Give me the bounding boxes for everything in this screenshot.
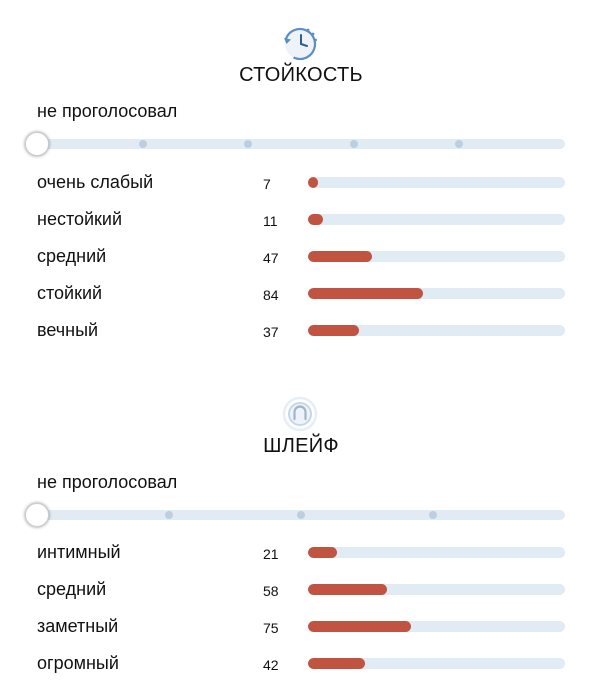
rating-label: стойкий: [37, 283, 103, 303]
rating-count: 84: [263, 287, 279, 303]
rating-label: нестойкий: [37, 209, 123, 229]
rating-row: средний 58: [0, 577, 602, 601]
rating-label: средний: [37, 246, 107, 266]
rating-count: 42: [263, 657, 279, 673]
clock-history-icon: [280, 24, 320, 64]
rating-label: очень слабый: [37, 172, 154, 192]
rating-label: вечный: [37, 320, 99, 340]
rating-bar-fill: [308, 288, 423, 299]
rating-bar: [308, 584, 565, 595]
slider-track[interactable]: [37, 139, 565, 149]
slider-step[interactable]: [349, 140, 358, 148]
rating-bar: [308, 621, 565, 632]
rating-bar: [308, 547, 565, 558]
rating-bar-fill: [308, 251, 373, 262]
rating-row: нестойкий 11: [0, 207, 602, 231]
rating-count: 58: [263, 583, 279, 599]
sillage-person-icon: [280, 394, 320, 434]
longevity-rating-slider[interactable]: [25, 132, 565, 156]
rating-bar-fill: [308, 658, 366, 669]
rating-row: заметный 75: [0, 614, 602, 638]
rating-bar: [308, 325, 565, 336]
slider-step[interactable]: [244, 140, 253, 148]
rating-count: 21: [263, 546, 279, 562]
rating-label: интимный: [37, 542, 121, 562]
vote-status: не проголосовал: [37, 472, 178, 492]
rating-bar-fill: [308, 621, 411, 632]
rating-row: средний 47: [0, 244, 602, 268]
slider-knob[interactable]: [25, 503, 49, 527]
rating-label: заметный: [37, 616, 119, 636]
rating-bar: [308, 251, 565, 262]
rating-bar: [308, 658, 565, 669]
rating-bar-fill: [308, 584, 388, 595]
rating-count: 37: [263, 324, 279, 340]
rating-row: интимный 21: [0, 540, 602, 564]
rating-row: стойкий 84: [0, 281, 602, 305]
rating-count: 7: [263, 176, 271, 192]
rating-bar-fill: [308, 177, 318, 188]
rating-row: огромный 42: [0, 651, 602, 675]
rating-label: средний: [37, 579, 107, 599]
rating-bar: [308, 214, 565, 225]
slider-step[interactable]: [429, 511, 437, 519]
slider-step[interactable]: [455, 140, 464, 148]
rating-row: очень слабый 7: [0, 170, 602, 194]
rating-bar: [308, 288, 565, 299]
rating-count: 75: [263, 620, 279, 636]
slider-step[interactable]: [297, 511, 305, 519]
rating-bar-fill: [308, 547, 337, 558]
sillage-rating-slider[interactable]: [25, 503, 565, 527]
rating-bar: [308, 177, 565, 188]
rating-count: 11: [263, 213, 278, 229]
rating-bar-fill: [308, 214, 324, 225]
slider-knob[interactable]: [25, 132, 49, 156]
section-title: ШЛЕЙФ: [263, 435, 339, 457]
section-title: СТОЙКОСТЬ: [239, 64, 363, 86]
rating-row: вечный 37: [0, 318, 602, 342]
rating-label: огромный: [37, 653, 119, 673]
vote-status: не проголосовал: [37, 101, 178, 121]
rating-bar-fill: [308, 325, 359, 336]
slider-step[interactable]: [138, 140, 147, 148]
slider-step[interactable]: [165, 511, 173, 519]
rating-count: 47: [263, 250, 279, 266]
